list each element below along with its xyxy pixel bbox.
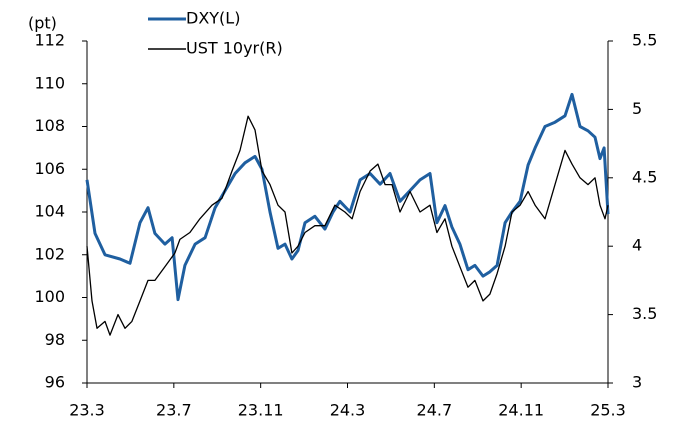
legend-label: DXY(L) [186,9,240,28]
x-tick-label: 25.3 [590,401,626,420]
y-tick-label: 96 [45,373,65,392]
y2-tick-label: 3.5 [632,304,657,323]
x-tick-label: 24.7 [417,401,453,420]
y-tick-label: 98 [45,330,65,349]
y-tick-label: 110 [34,73,65,92]
data-line [86,115,609,336]
x-tick-label: 23.11 [238,401,284,420]
x-tick-label: 24.11 [498,401,544,420]
y-tick-label: 112 [34,31,65,50]
y-tick-label: 106 [34,159,65,178]
x-tick-label: 23.7 [156,401,192,420]
y2-tick-label: 4.5 [632,167,657,186]
y-tick-label: 102 [34,244,65,263]
x-tick-label: 23.3 [69,401,105,420]
y2-tick-label: 5.5 [632,31,657,50]
y-unit-label: (pt) [28,14,57,33]
y2-tick-label: 3 [632,373,642,392]
data-line [85,92,610,302]
legend-label: UST 10yr(R) [186,39,283,58]
y2-tick-label: 4 [632,236,642,255]
y-tick-label: 108 [34,116,65,135]
y2-tick-label: 5 [632,99,642,118]
x-tick-label: 24.3 [330,401,366,420]
y-tick-label: 100 [34,287,65,306]
y-tick-label: 104 [34,202,65,221]
